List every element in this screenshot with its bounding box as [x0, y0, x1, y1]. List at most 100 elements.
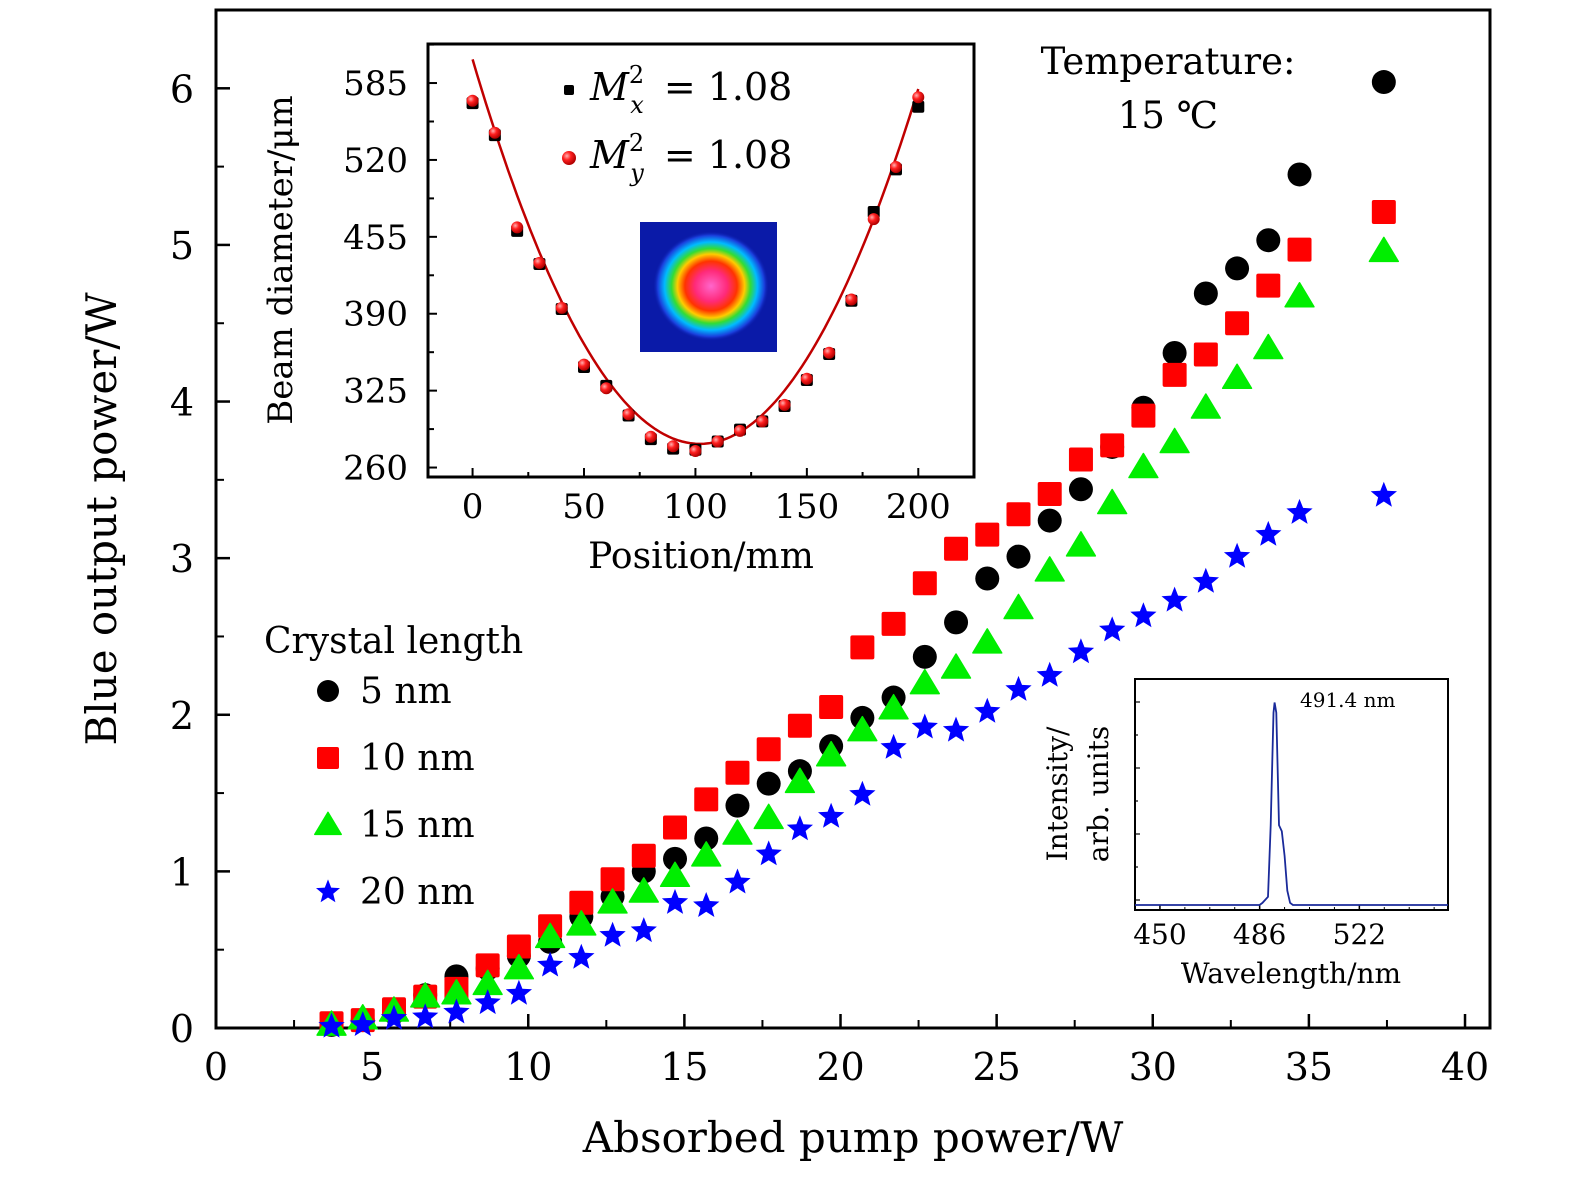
inset-legend-label: M2 x = 1.08 — [589, 61, 792, 119]
data-point — [734, 424, 746, 437]
y-tick-label: 3 — [170, 537, 194, 581]
legend-marker-circle-icon — [317, 680, 339, 702]
data-point — [1159, 427, 1190, 454]
y-tick-label: 455 — [343, 218, 408, 258]
x-tick-label: 25 — [972, 1045, 1020, 1089]
data-point — [1225, 311, 1250, 336]
data-point — [691, 841, 722, 867]
data-point — [1370, 481, 1397, 507]
y-tick-label: 0 — [170, 1007, 194, 1051]
y-tick-label: 585 — [343, 64, 408, 104]
data-point — [944, 536, 969, 561]
x-tick-label: 200 — [886, 487, 951, 527]
legend-marker-square-icon — [564, 85, 574, 95]
x-tick-label: 486 — [1233, 918, 1286, 951]
data-point — [505, 979, 532, 1005]
data-point — [628, 877, 659, 903]
x-tick-label: 35 — [1285, 1045, 1333, 1089]
y-tick-label: 260 — [343, 449, 408, 489]
data-point — [725, 760, 750, 785]
data-point — [786, 815, 813, 841]
temperature-annotation-line2: 15 ℃ — [1118, 94, 1218, 137]
temperature-annotation-line1: Temperature: — [1041, 40, 1296, 83]
inset-beam-quality: 0 50 100 150 200 260 325 390 455 520 585 Position… — [261, 42, 976, 577]
data-point — [724, 868, 751, 894]
data-point — [1225, 256, 1250, 281]
data-point — [349, 1011, 376, 1036]
inset-beam-y-axis-label: Beam diameter/μm — [261, 95, 301, 425]
data-point — [663, 846, 688, 871]
data-point — [555, 301, 568, 314]
data-point — [1128, 452, 1159, 479]
data-point — [756, 415, 769, 428]
data-point — [755, 840, 782, 866]
x-tick-label: 100 — [663, 487, 728, 527]
data-point — [1256, 273, 1281, 298]
data-point — [1368, 236, 1399, 263]
data-point — [1100, 433, 1125, 458]
data-point — [711, 435, 724, 448]
data-point — [722, 819, 753, 845]
inset-beam-data-points — [466, 91, 925, 457]
data-point — [380, 1004, 408, 1030]
data-point — [787, 713, 812, 738]
data-point — [878, 693, 909, 720]
data-point — [1221, 363, 1253, 389]
data-point — [1099, 616, 1126, 642]
inset-beam-y-ticks: 260 325 390 455 520 585 — [343, 43, 437, 489]
data-point — [1006, 544, 1031, 569]
data-point — [694, 826, 719, 851]
data-point — [818, 802, 845, 828]
data-point — [503, 953, 535, 980]
data-point — [1003, 593, 1034, 620]
data-point — [568, 943, 595, 969]
data-point — [819, 694, 844, 719]
data-point — [1284, 282, 1315, 308]
data-point — [474, 989, 501, 1015]
inset-legend-label: M2 y = 1.08 — [589, 129, 792, 187]
data-point — [597, 888, 628, 914]
data-point — [661, 888, 689, 914]
data-point — [1162, 340, 1187, 365]
data-point — [663, 815, 688, 840]
data-point — [1162, 362, 1187, 387]
y-tick-label: 6 — [170, 67, 194, 111]
inset-beam-x-ticks: 0 50 100 150 200 — [462, 468, 975, 527]
data-point — [753, 803, 784, 830]
inset-spectrum: 450 486 522 491.4 nm Wavelength/nm Intensi… — [1041, 678, 1449, 990]
data-point — [1287, 237, 1312, 262]
data-point — [850, 635, 875, 660]
data-point — [1065, 531, 1097, 557]
legend-item-label: 10 nm — [360, 738, 475, 779]
main-plot-frame — [214, 8, 1492, 1030]
legend-item-label: 20 nm — [360, 872, 475, 913]
main-x-ticks: 0 5 10 15 20 25 30 35 40 — [204, 1014, 1489, 1089]
y-tick-label: 520 — [343, 141, 408, 181]
data-point — [912, 644, 937, 669]
data-point — [1371, 200, 1396, 225]
data-point — [600, 867, 625, 892]
legend-marker-triangle-icon — [314, 811, 342, 836]
data-point — [823, 346, 836, 359]
data-point — [942, 716, 970, 742]
data-point — [1097, 488, 1128, 515]
inset-spectrum-y-axis-label-line1: Intensity/ — [1041, 726, 1074, 861]
data-point — [1037, 508, 1062, 533]
x-tick-label: 50 — [562, 487, 605, 527]
data-point — [667, 440, 680, 453]
data-point — [974, 697, 1001, 723]
data-point — [815, 740, 847, 767]
data-point — [630, 917, 657, 943]
main-y-axis-label: Blue output power/W — [77, 292, 126, 746]
series-20-nm — [318, 481, 1397, 1038]
legend-item-label: 5 nm — [360, 671, 452, 712]
data-point — [944, 610, 969, 635]
data-point — [1255, 520, 1282, 546]
data-point — [1036, 661, 1063, 687]
data-point — [845, 293, 858, 306]
x-tick-label: 450 — [1133, 918, 1186, 951]
y-tick-label: 2 — [170, 694, 194, 738]
data-point — [1256, 228, 1281, 253]
data-point — [1068, 477, 1093, 502]
data-point — [1193, 281, 1218, 306]
